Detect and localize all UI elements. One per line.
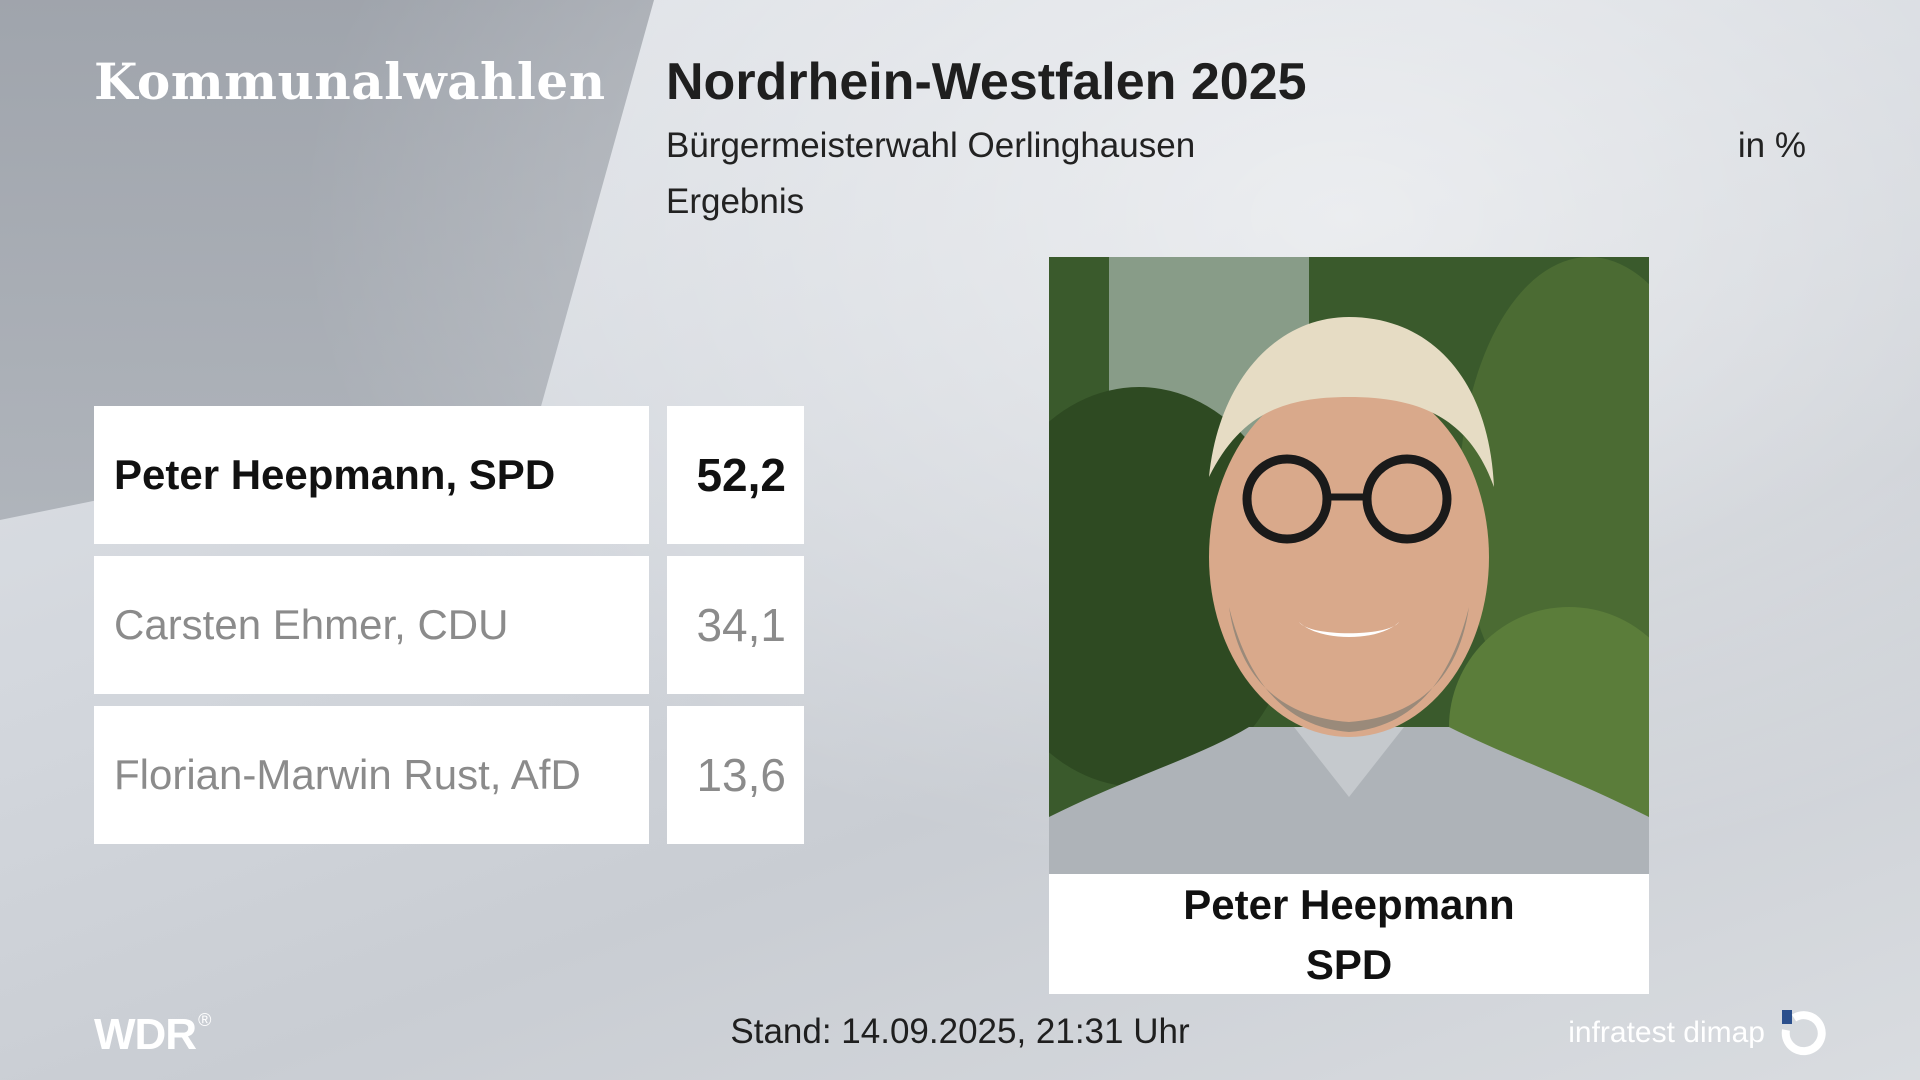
infratest-dimap-logo-icon [1781,1010,1826,1056]
candidate-percent: 34,1 [667,556,804,694]
candidate-name: Carsten Ehmer, CDU [94,556,649,694]
winner-caption: Peter Heepmann SPD [1049,874,1649,994]
unit-label: in % [1737,126,1806,165]
candidate-photo [1049,257,1649,874]
candidate-percent: 52,2 [667,406,804,544]
candidate-name: Peter Heepmann, SPD [94,406,649,544]
candidate-name: Florian-Marwin Rust, AfD [94,706,649,844]
wdr-logo: WDR ® [94,1010,211,1059]
winner-name: Peter Heepmann [1183,881,1515,928]
page-subtitle: Bürgermeisterwahl Oerlinghausen [666,126,1196,165]
timestamp: Stand: 14.09.2025, 21:31 Uhr [730,1012,1190,1051]
page-title: Nordrhein-Westfalen 2025 [666,53,1307,111]
winner-party: SPD [1305,941,1393,988]
result-label: Ergebnis [666,182,805,221]
candidate-percent: 13,6 [667,706,804,844]
pollster-name: infratest dimap [1568,1016,1765,1049]
brand-title: Kommunalwahlen [94,52,606,111]
